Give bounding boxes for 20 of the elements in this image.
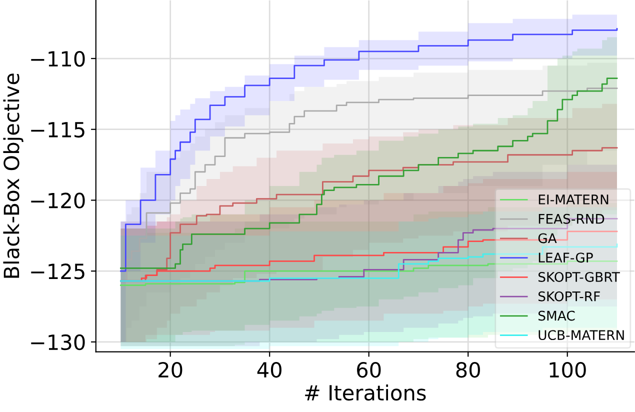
legend-label: FEAS-RND <box>538 214 604 224</box>
y-tick-label: −125 <box>31 264 84 280</box>
x-tick-label: 80 <box>456 362 480 378</box>
legend-label: SKOPT-GBRT <box>538 272 620 282</box>
legend-label: UCB-MATERN <box>538 330 624 340</box>
x-axis-title: # Iterations <box>305 384 426 401</box>
x-tick-label: 60 <box>357 362 381 378</box>
y-axis-title: Black-Box Objective <box>3 74 24 278</box>
y-tick-label: −120 <box>31 192 85 208</box>
legend-label: LEAF-GP <box>538 252 593 263</box>
x-tick-label: 40 <box>257 362 282 378</box>
x-tick-label: 20 <box>158 362 182 378</box>
legend-label: GA <box>538 233 557 244</box>
y-tick-label: −110 <box>31 50 85 67</box>
legend-label: EI-MATERN <box>538 194 608 204</box>
x-tick-label: 100 <box>550 362 586 378</box>
y-tick-label: −130 <box>31 334 85 350</box>
legend-label: SMAC <box>538 310 575 321</box>
legend-label: SKOPT-RF <box>538 291 600 302</box>
y-tick-label: −115 <box>31 122 84 138</box>
